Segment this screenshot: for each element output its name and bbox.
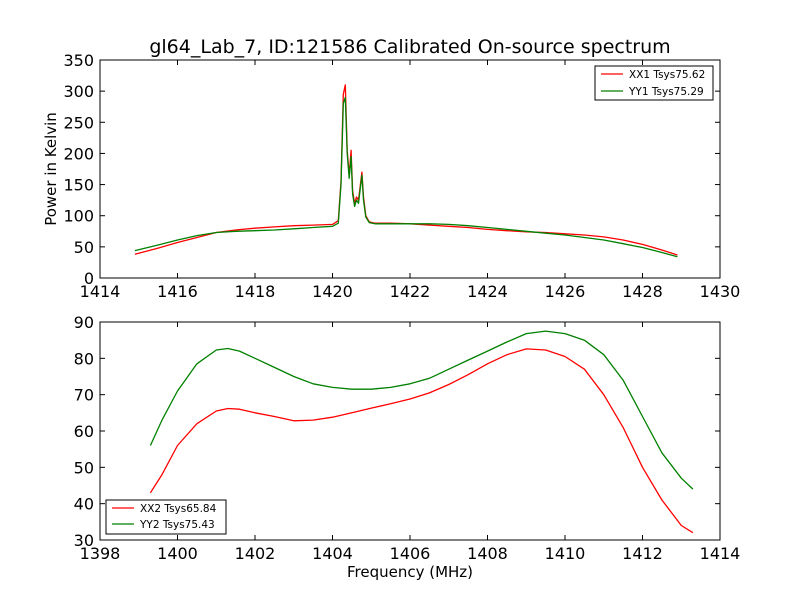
top-series-yy-line [134, 96, 678, 258]
top-legend-label-xx1: XX1 Tsys75.62 [629, 69, 705, 81]
top-y-tick-label: 50 [74, 238, 94, 257]
top-panel: 1414 1416 1418 1420 1422 1424 1426 1428 1430 0 50 1… [42, 51, 740, 301]
chart-title: gl64_Lab_7, ID:121586 Calibrated On-sour… [149, 36, 670, 58]
bottom-series-yy-line [149, 330, 694, 490]
top-x-tick-label: 1422 [390, 282, 431, 301]
bottom-legend-box [105, 499, 227, 535]
top-x-tick-label: 1416 [157, 282, 198, 301]
top-ticks: 1414 1416 1418 1420 1422 1424 1426 1428 1430 0 50 1… [63, 51, 740, 301]
bottom-x-tick-label: 1408 [467, 544, 508, 563]
top-y-tick-label: 300 [63, 82, 94, 101]
top-x-tick-label: 1414 [80, 282, 121, 301]
top-series-layer [134, 84, 678, 258]
top-x-tick-label: 1418 [235, 282, 276, 301]
top-x-tick-label: 1426 [545, 282, 586, 301]
bottom-x-tick-label: 1410 [545, 544, 586, 563]
top-y-tick-label: 200 [63, 144, 94, 163]
bottom-y-tick-label: 60 [74, 422, 94, 441]
top-x-tick-label: 1428 [622, 282, 663, 301]
top-x-tick-label: 1430 [700, 282, 741, 301]
top-x-tick-label: 1424 [467, 282, 508, 301]
bottom-x-tick-label: 1402 [235, 544, 276, 563]
top-y-tick-label: 0 [84, 269, 94, 288]
bottom-y-tick-label: 70 [74, 386, 94, 405]
top-y-tick-label: 100 [63, 207, 94, 226]
top-y-tick-label: 150 [63, 176, 94, 195]
bottom-ticks: 1398 1400 1402 1404 1406 1408 1410 1412 1414 30 40… [74, 313, 741, 563]
bottom-y-tick-label: 40 [74, 495, 94, 514]
top-x-tick-label: 1420 [312, 282, 353, 301]
bottom-x-axis-label: Frequency (MHz) [347, 563, 473, 581]
bottom-x-tick-label: 1404 [312, 544, 353, 563]
bottom-y-tick-label: 90 [74, 313, 94, 332]
bottom-legend-label-yy2: YY2 Tsys75.43 [139, 519, 215, 531]
top-y-axis-label: Power in Kelvin [42, 112, 60, 226]
bottom-panel: 1398 1400 1402 1404 1406 1408 1410 1412 1414 30 40… [74, 313, 741, 581]
bottom-legend-label-xx2: XX2 Tsys65.84 [140, 503, 217, 515]
bottom-legend: XX2 Tsys65.84 YY2 Tsys75.43 [105, 499, 227, 535]
top-legend: XX1 Tsys75.62 YY1 Tsys75.29 [594, 65, 714, 101]
bottom-x-tick-label: 1412 [622, 544, 663, 563]
top-y-tick-label: 250 [63, 113, 94, 132]
bottom-y-tick-label: 50 [74, 458, 94, 477]
bottom-y-tick-label: 30 [74, 531, 94, 550]
bottom-x-tick-label: 1414 [700, 544, 741, 563]
bottom-x-tick-label: 1398 [80, 544, 121, 563]
top-legend-box [594, 65, 714, 101]
bottom-y-tick-label: 80 [74, 349, 94, 368]
top-y-tick-label: 350 [63, 51, 94, 70]
bottom-series-xx-line [149, 348, 694, 534]
bottom-x-tick-label: 1400 [157, 544, 198, 563]
bottom-x-tick-label: 1406 [390, 544, 431, 563]
top-legend-label-yy1: YY1 Tsys75.29 [628, 86, 704, 98]
bottom-series-layer [149, 330, 694, 534]
